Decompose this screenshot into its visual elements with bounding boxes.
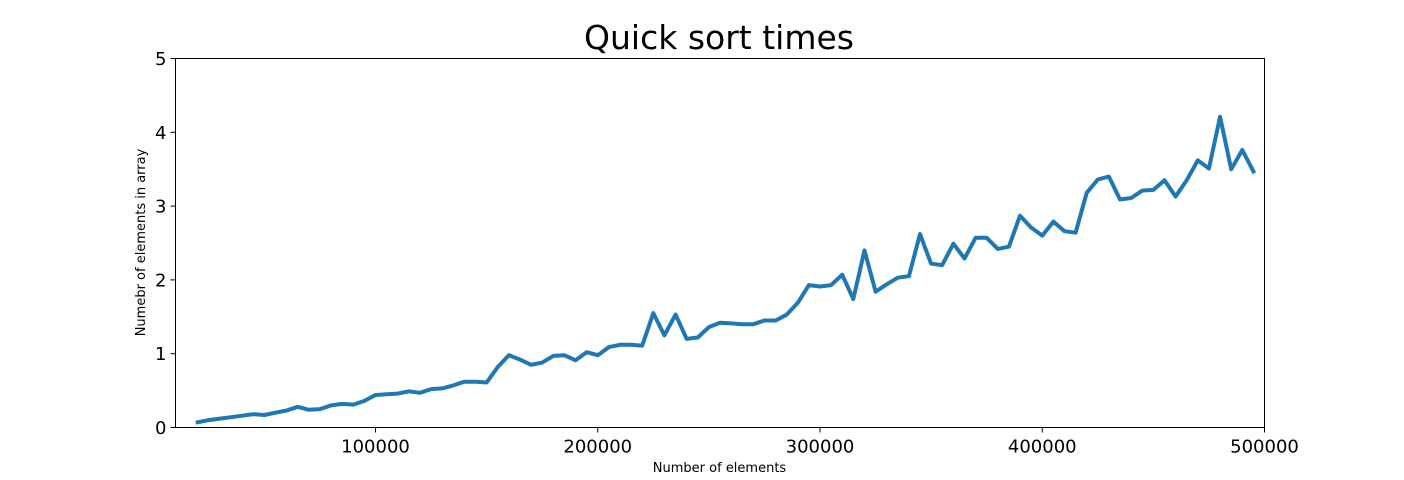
series-layer bbox=[195, 114, 1257, 425]
x-tick-label: 200000 bbox=[563, 437, 632, 458]
x-tick-label: 400000 bbox=[1008, 437, 1077, 458]
y-tick-label: 4 bbox=[155, 123, 166, 144]
y-tick-label: 3 bbox=[155, 197, 166, 218]
y-tick-label: 2 bbox=[155, 270, 166, 291]
y-tick-label: 1 bbox=[155, 344, 166, 365]
series-line bbox=[195, 114, 1257, 425]
y-axis-ticks: 0 1 2 3 4 5 bbox=[155, 49, 176, 439]
x-axis-label: Number of elements bbox=[653, 461, 787, 476]
y-axis-label: Numebr of elements in array bbox=[134, 148, 149, 336]
x-axis-ticks: 100000 200000 300000 400000 500000 bbox=[341, 427, 1299, 458]
x-tick-label: 300000 bbox=[786, 437, 855, 458]
plot-frame bbox=[175, 58, 1265, 428]
y-tick-label: 5 bbox=[155, 49, 166, 70]
x-tick-label: 100000 bbox=[341, 437, 410, 458]
x-tick-label: 500000 bbox=[1230, 437, 1299, 458]
chart-title: Quick sort times bbox=[584, 18, 854, 57]
y-tick-label: 0 bbox=[155, 418, 166, 439]
